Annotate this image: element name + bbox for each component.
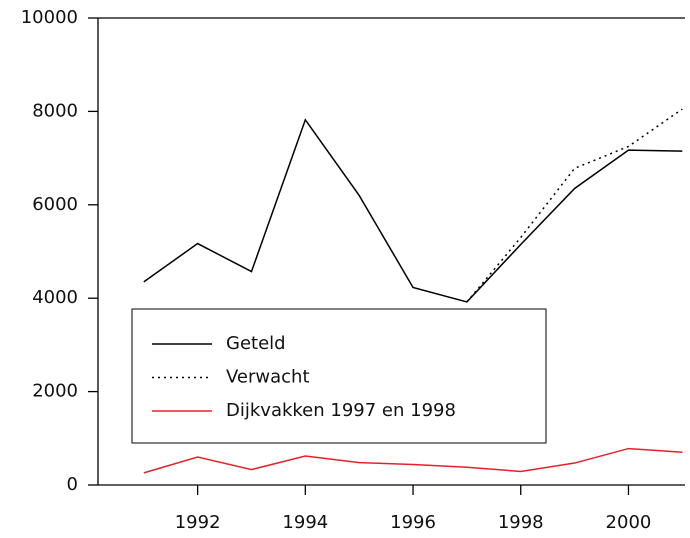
legend-label: Verwacht [226,367,310,388]
legend-box [131,308,547,444]
y-tick-label: 0 [67,474,78,495]
series-line [143,118,683,303]
series-line [143,447,683,474]
legend-label: Dijkvakken 1997 en 1998 [226,400,456,421]
x-tick-label: 2000 [606,512,652,533]
y-tick-label: 6000 [32,194,78,215]
x-tick-label: 1994 [282,512,328,533]
legend-label: Geteld [226,333,286,354]
y-tick-label: 8000 [32,100,78,121]
x-tick-label: 1998 [498,512,544,533]
y-tick-label: 4000 [32,287,78,308]
y-tick-label: 10000 [21,7,78,28]
series-line [466,108,683,303]
x-tick-label: 1992 [175,512,221,533]
x-tick-label: 1996 [390,512,436,533]
y-tick-label: 2000 [32,381,78,402]
